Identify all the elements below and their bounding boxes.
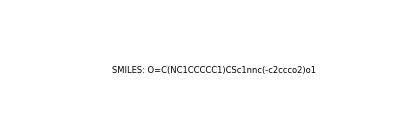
- Text: SMILES: O=C(NC1CCCCC1)CSc1nnc(-c2ccco2)o1: SMILES: O=C(NC1CCCCC1)CSc1nnc(-c2ccco2)o…: [112, 66, 316, 75]
